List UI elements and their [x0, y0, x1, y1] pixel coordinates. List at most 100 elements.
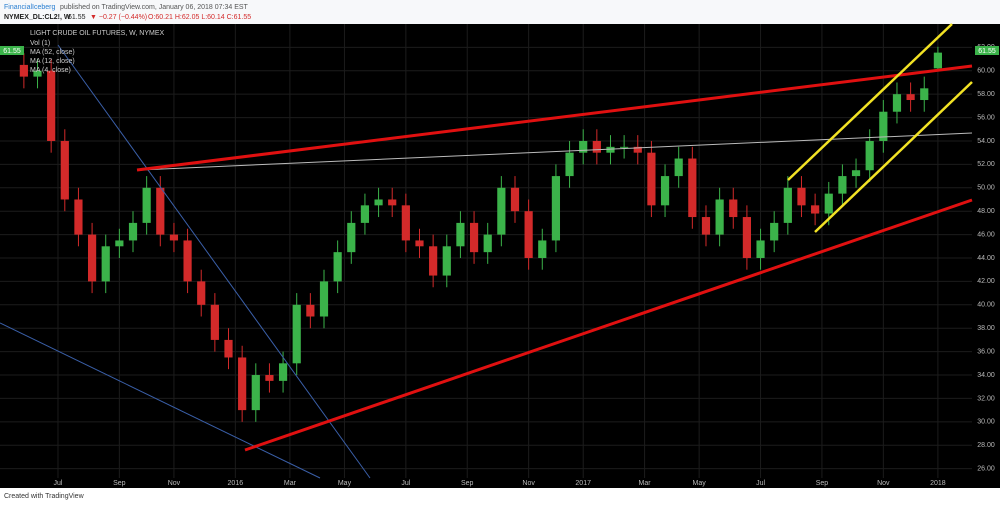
candle-body: [347, 222, 356, 253]
candle-body: [224, 339, 233, 358]
candle-body: [715, 199, 724, 235]
x-tick-label: May: [693, 480, 707, 487]
x-tick-label: Nov: [522, 480, 535, 487]
trend-line: [244, 198, 973, 452]
symbol: NYMEX_DL:CL2!, W: [4, 14, 71, 21]
candle-body: [374, 199, 383, 206]
candle-body: [633, 146, 642, 153]
candle-body: [388, 199, 397, 206]
candle-body: [565, 152, 574, 177]
y-tick-label: 48.00: [977, 208, 995, 215]
x-tick-label: Sep: [113, 480, 126, 487]
price-tag-label: 61.55: [3, 48, 21, 55]
candle-body: [292, 304, 301, 364]
x-tick-label: May: [338, 480, 352, 487]
candle-body: [797, 187, 806, 206]
candle-body: [920, 88, 929, 101]
candle-body: [142, 187, 151, 223]
y-tick-label: 46.00: [977, 231, 995, 238]
trend-line: [0, 322, 321, 479]
candle-body: [251, 375, 260, 411]
y-tick-label: 26.00: [977, 465, 995, 472]
candle-body: [101, 246, 110, 282]
candle-body: [333, 252, 342, 282]
published: published on TradingView.com, January 06…: [60, 4, 249, 11]
candle-body: [183, 240, 192, 282]
candle-body: [783, 187, 792, 223]
y-tick-label: 38.00: [977, 325, 995, 332]
last-price: 61.55: [68, 14, 86, 21]
candle-body: [811, 205, 820, 214]
candle-body: [401, 205, 410, 241]
price-tag: [975, 46, 999, 55]
candle-body: [415, 240, 424, 247]
x-tick-label: Sep: [816, 480, 829, 487]
candle-body: [360, 205, 370, 223]
candle-body: [319, 281, 329, 317]
candle-body: [865, 140, 874, 171]
x-tick-label: Sep: [461, 480, 474, 487]
y-tick-label: 52.00: [977, 161, 995, 168]
candle-body: [742, 217, 751, 258]
x-tick-label: Mar: [639, 480, 652, 487]
legend-entry: MA (12, close): [30, 58, 75, 65]
candle-body: [483, 234, 492, 253]
candle-body: [33, 70, 42, 77]
candle-body: [19, 64, 28, 77]
candle-body: [879, 111, 888, 141]
candle-body: [442, 246, 451, 276]
y-tick-label: 60.00: [977, 68, 995, 75]
x-tick-label: 2018: [930, 480, 946, 487]
y-tick-label: 42.00: [977, 278, 995, 285]
price-tag-label: 61.55: [978, 48, 996, 55]
candle-body: [933, 52, 942, 69]
ohlc: O:60.21 H:62.05 L:60.14 C:61.55: [148, 14, 251, 21]
candle-body: [838, 176, 847, 194]
header-bar: [0, 0, 1000, 24]
footer: Created with TradingView: [4, 493, 85, 500]
candle-body: [429, 246, 438, 276]
price-tag: [0, 46, 24, 55]
candle-body: [469, 222, 479, 253]
change: ▼ −0.27 (−0.44%): [90, 14, 147, 21]
candle-body: [892, 94, 902, 112]
x-tick-label: 2016: [228, 480, 244, 487]
x-tick-label: 2017: [575, 480, 591, 487]
candle-body: [210, 304, 219, 340]
candle-body: [115, 240, 124, 247]
legend-entry: MA (4, close): [30, 67, 71, 74]
candle-body: [824, 193, 833, 214]
candle-body: [729, 199, 738, 218]
candle-body: [510, 187, 520, 212]
candle-body: [579, 140, 588, 153]
candle-body: [60, 140, 69, 200]
candle-body: [851, 170, 861, 177]
candle-body: [265, 375, 274, 381]
y-tick-label: 40.00: [977, 302, 995, 309]
drawings: [0, 23, 973, 479]
y-tick-label: 36.00: [977, 348, 995, 355]
legend-entry: MA (52, close): [30, 49, 75, 56]
y-tick-label: 34.00: [977, 372, 995, 379]
channel-line: [787, 23, 953, 181]
author[interactable]: FinancialIceberg: [4, 4, 55, 11]
candle-body: [87, 234, 97, 282]
candle-body: [47, 70, 56, 141]
candle-body: [497, 187, 506, 235]
y-tick-label: 32.00: [977, 395, 995, 402]
candle-body: [169, 234, 179, 241]
chart-title: LIGHT CRUDE OIL FUTURES, W, NYMEX: [30, 30, 165, 37]
plot: 26.00 28.00 30.00 32.00 34.00 36.00 38.00 40.00…: [0, 24, 995, 487]
y-tick-label: 30.00: [977, 419, 995, 426]
candle-body: [238, 357, 247, 411]
candle-body: [701, 217, 711, 235]
candle-body: [906, 94, 915, 101]
y-tick-label: 54.00: [977, 138, 995, 145]
candle-body: [278, 363, 288, 381]
candle-body: [524, 211, 533, 258]
trend-line: [57, 44, 371, 479]
candle-body: [156, 187, 165, 235]
y-tick-label: 50.00: [977, 185, 995, 192]
x-tick-label: Nov: [168, 480, 181, 487]
